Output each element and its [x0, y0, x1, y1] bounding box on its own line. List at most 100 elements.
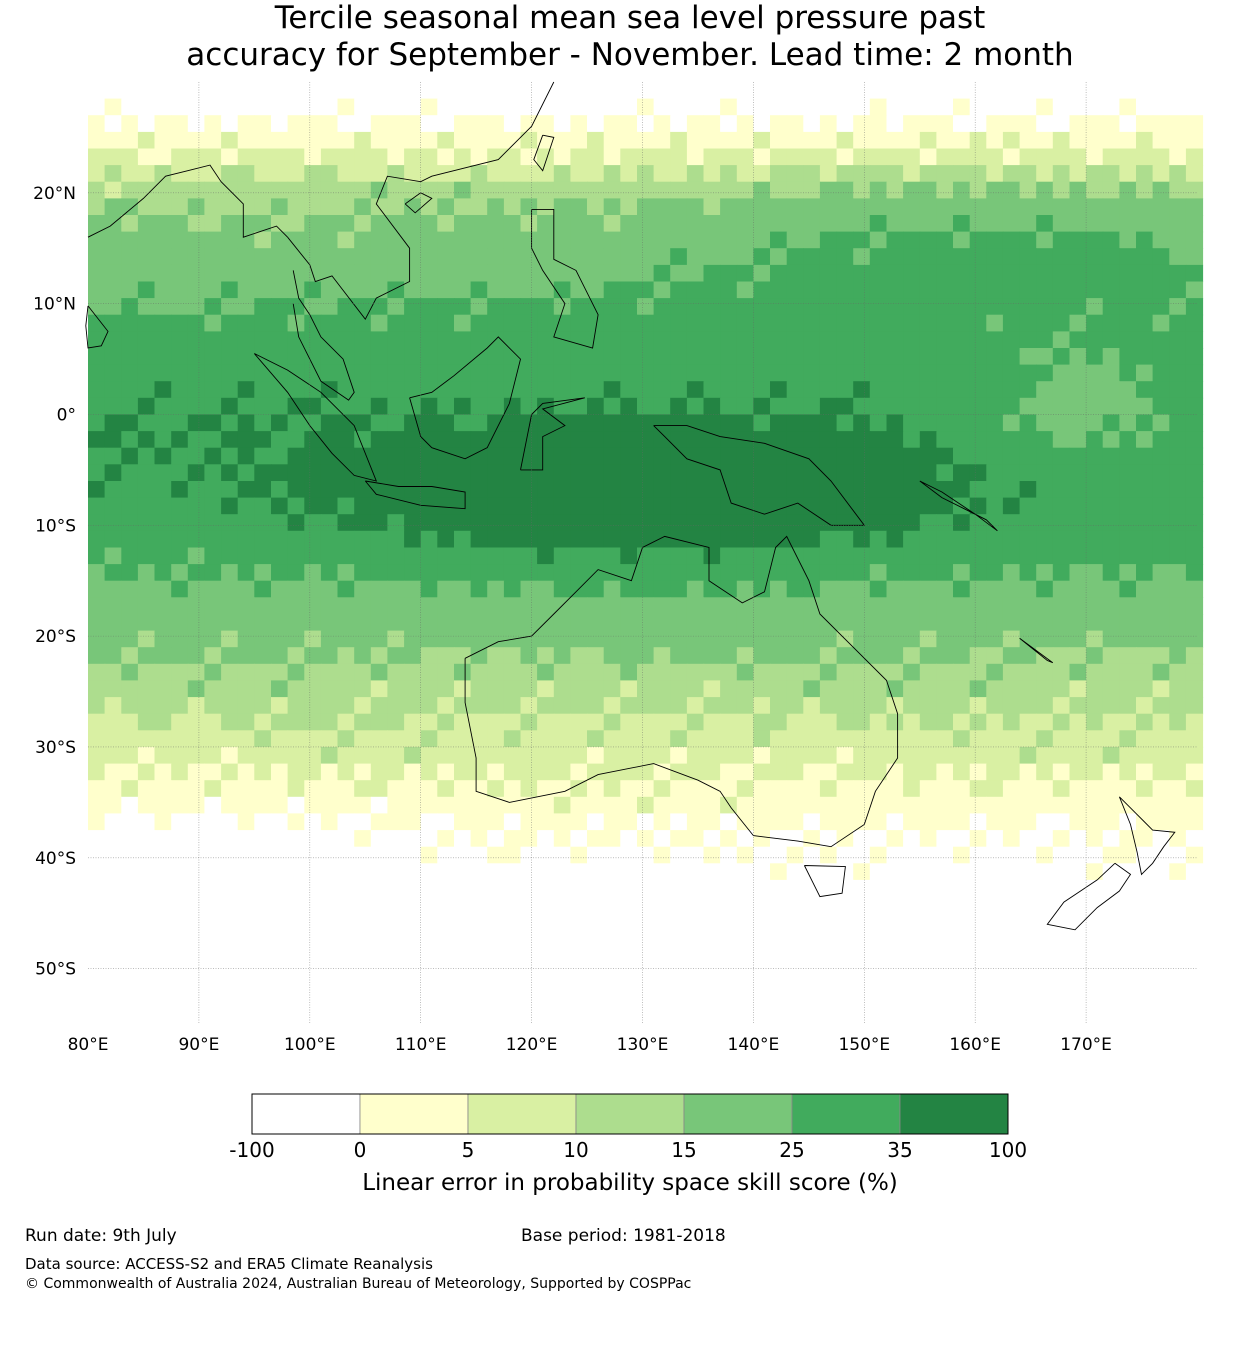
- skill-cell: [171, 215, 189, 233]
- skill-cell: [1002, 780, 1021, 798]
- skill-cell: [271, 198, 289, 216]
- skill-cell: [1152, 713, 1170, 731]
- skill-cell: [1185, 215, 1204, 233]
- skill-cell: [454, 414, 472, 432]
- skill-cell: [470, 264, 488, 283]
- skill-cell: [653, 364, 671, 382]
- skill-cell: [653, 514, 671, 532]
- skill-cell: [1019, 846, 1037, 864]
- skill-cell: [853, 314, 871, 332]
- skill-cell: [404, 231, 422, 249]
- skill-cell: [1152, 547, 1170, 565]
- skill-cell: [620, 481, 638, 499]
- skill-cell: [520, 813, 538, 831]
- skill-cell: [1002, 464, 1021, 482]
- skill-cell: [337, 348, 355, 366]
- skill-cell: [104, 248, 122, 266]
- skill-cell: [603, 863, 621, 881]
- skill-cell: [819, 314, 838, 332]
- skill-cell: [271, 796, 289, 814]
- skill-cell: [720, 547, 738, 565]
- skill-cell: [637, 1012, 655, 1031]
- skill-cell: [287, 597, 305, 615]
- skill-cell: [204, 348, 222, 366]
- skill-cell: [1069, 663, 1087, 681]
- skill-cell: [1152, 481, 1170, 499]
- skill-cell: [1169, 580, 1187, 598]
- skill-cell: [886, 713, 904, 731]
- skill-cell: [1119, 896, 1137, 914]
- skill-cell: [936, 963, 954, 981]
- skill-cell: [304, 630, 322, 648]
- skill-cell: [121, 397, 139, 415]
- skill-cell: [986, 730, 1004, 748]
- skill-cell: [387, 680, 405, 698]
- skill-cell: [137, 780, 156, 798]
- skill-cell: [337, 896, 355, 914]
- skill-cell: [204, 713, 222, 731]
- skill-cell: [969, 763, 987, 781]
- skill-cell: [1185, 846, 1204, 864]
- skill-cell: [121, 82, 139, 100]
- skill-cell: [703, 763, 721, 781]
- skill-cell: [271, 547, 289, 565]
- skill-cell: [1069, 929, 1087, 947]
- skill-cell: [869, 314, 887, 332]
- skill-cell: [570, 281, 588, 299]
- skill-cell: [254, 746, 272, 765]
- skill-cell: [420, 580, 438, 598]
- skill-cell: [1052, 680, 1070, 698]
- skill-cell: [254, 348, 272, 366]
- skill-cell: [104, 697, 122, 715]
- skill-cell: [836, 979, 854, 997]
- skill-cell: [936, 564, 954, 582]
- skill-cell: [903, 713, 921, 731]
- skill-cell: [204, 580, 222, 598]
- skill-cell: [304, 381, 322, 399]
- skill-cell: [819, 946, 838, 964]
- skill-cell: [337, 198, 355, 216]
- skill-cell: [370, 647, 388, 665]
- skill-cell: [637, 264, 655, 283]
- skill-cell: [1102, 863, 1120, 881]
- skill-cell: [1102, 431, 1120, 449]
- skill-cell: [1086, 730, 1104, 748]
- skill-cell: [121, 364, 139, 382]
- skill-cell: [620, 663, 638, 681]
- skill-cell: [470, 846, 488, 864]
- skill-cell: [670, 215, 688, 233]
- skill-cell: [803, 165, 821, 183]
- skill-cell: [1052, 397, 1070, 415]
- skill-cell: [287, 630, 305, 648]
- skill-cell: [637, 746, 655, 765]
- skill-cell: [686, 298, 705, 316]
- skill-cell: [819, 181, 838, 199]
- skill-cell: [520, 530, 538, 548]
- skill-cell: [137, 281, 156, 299]
- skill-cell: [354, 215, 372, 233]
- skill-cell: [470, 564, 488, 582]
- skill-cell: [137, 929, 156, 947]
- skill-cell: [370, 397, 388, 415]
- skill-cell: [1002, 381, 1021, 399]
- skill-cell: [104, 963, 122, 981]
- skill-cell: [1102, 780, 1120, 798]
- skill-cell: [237, 481, 255, 499]
- skill-cell: [637, 580, 655, 598]
- skill-cell: [104, 165, 122, 183]
- skill-cell: [1169, 215, 1187, 233]
- skill-cell: [670, 131, 688, 150]
- skill-cell: [836, 231, 854, 249]
- skill-cell: [171, 115, 189, 133]
- skill-cell: [304, 497, 322, 515]
- skill-cell: [204, 614, 222, 632]
- skill-cell: [720, 663, 738, 681]
- skill-cell: [770, 281, 788, 299]
- skill-cell: [137, 397, 156, 415]
- lat-tick-label: 30°S: [35, 738, 76, 758]
- skill-cell: [620, 198, 638, 216]
- skill-cell: [903, 730, 921, 748]
- skill-cell: [221, 963, 239, 981]
- skill-cell: [437, 98, 455, 116]
- skill-cell: [204, 165, 222, 183]
